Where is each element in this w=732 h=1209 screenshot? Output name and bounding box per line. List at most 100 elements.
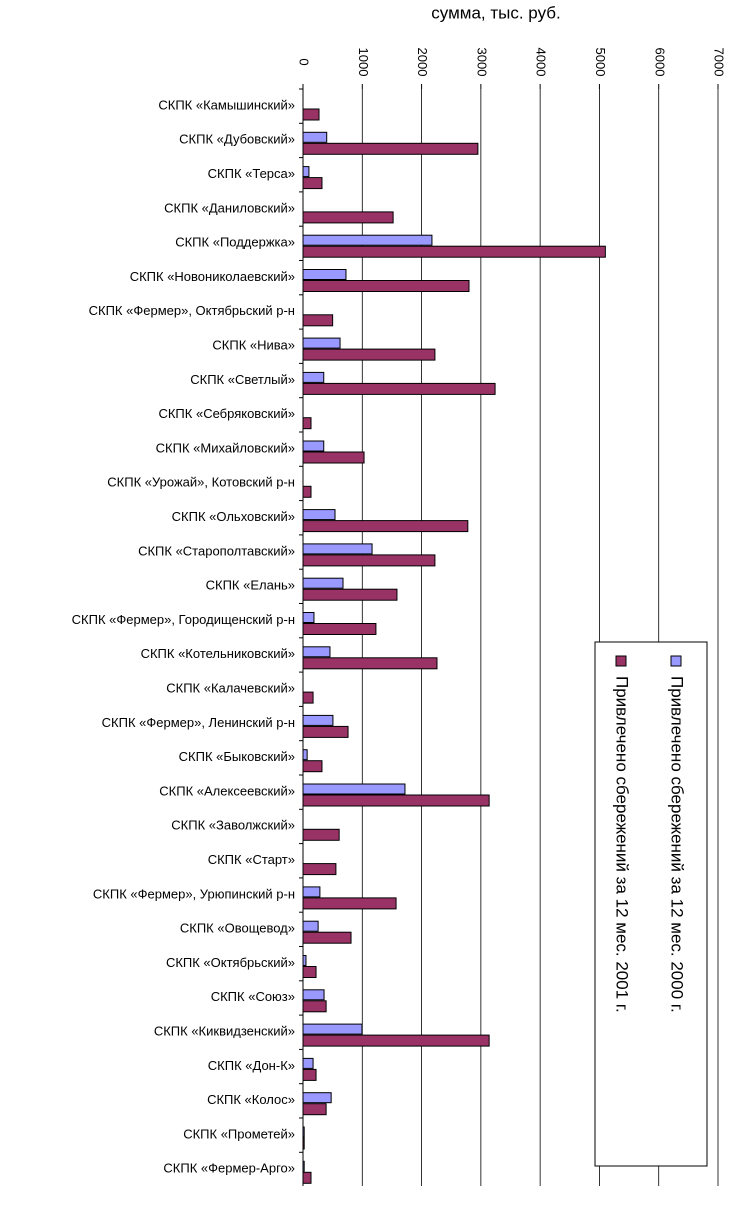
bar — [302, 509, 336, 521]
x-tick-label: 3000 — [474, 48, 489, 77]
legend: Привлечено сбережений за 12 мес. 2000 г.… — [594, 641, 708, 1167]
y-tick-label: СКПК «Фермер», Урюпинский р-н — [93, 886, 295, 901]
y-tick-label: СКПК «Фермер», Городищенский р-н — [72, 612, 295, 627]
x-tick-label: 5000 — [593, 48, 608, 77]
bar — [302, 314, 334, 327]
bar — [302, 1171, 312, 1184]
y-tick-label: СКПК «Заволжский» — [171, 818, 295, 833]
y-tick-label: СКПК «Себряковский» — [158, 406, 295, 421]
y-tick-label: СКПК «Ольховский» — [172, 509, 295, 524]
bar — [302, 714, 334, 726]
y-tick-label: СКПК «Нива» — [212, 338, 295, 353]
bar — [302, 588, 398, 601]
y-tick-label: СКПК «Старт» — [208, 852, 295, 867]
bar — [302, 783, 406, 795]
y-tick-label: СКПК «Даниловский» — [164, 200, 295, 215]
bar — [302, 691, 314, 704]
bar — [302, 269, 347, 280]
bar — [302, 554, 436, 567]
bar — [302, 440, 325, 452]
y-tick-label: СКПК «Прометей» — [183, 1126, 295, 1141]
y-tick-label: СКПК «Михайловский» — [156, 440, 295, 455]
chart-title: сумма, тыс. руб. — [431, 3, 560, 22]
y-tick-label: СКПК «Камышинский» — [158, 97, 295, 112]
bar — [302, 543, 373, 555]
bar — [302, 211, 394, 224]
y-tick-label: СКПК «Калачевский» — [166, 681, 295, 696]
bar — [302, 897, 397, 910]
bar — [302, 725, 349, 738]
bar — [302, 1068, 317, 1081]
y-tick-label: СКПК «Старополтавский» — [138, 543, 295, 558]
y-tick-label: СКПК «Киквидзенский» — [154, 1024, 295, 1039]
bar — [302, 166, 310, 178]
bar — [302, 1137, 305, 1150]
bar — [302, 646, 331, 658]
y-tick-label: СКПК «Новониколаевский» — [130, 269, 295, 284]
bar — [302, 749, 308, 761]
bar — [302, 966, 317, 978]
bar — [302, 451, 365, 464]
y-tick-label: СКПК «Дон-К» — [208, 1058, 295, 1073]
bar — [302, 108, 320, 121]
bar — [302, 577, 344, 589]
bar — [302, 794, 490, 807]
y-tick-label: СКПК «Фермер», Ленинский р-н — [102, 715, 295, 730]
bar — [302, 337, 341, 349]
bar — [302, 177, 323, 190]
y-tick-label: СКПК «Урожай», Котовский р-н — [107, 475, 295, 490]
x-tick-label: 6000 — [652, 48, 667, 77]
bar — [302, 612, 315, 623]
y-tick-label: СКПК «Колос» — [207, 1092, 295, 1107]
bar — [302, 417, 312, 430]
bar — [302, 1023, 363, 1035]
bar — [302, 1034, 490, 1047]
y-tick-label: СКПК «Союз» — [211, 989, 295, 1004]
y-tick-label: СКПК «Терса» — [208, 166, 295, 181]
legend-swatch — [670, 655, 682, 667]
bar — [302, 142, 479, 155]
bar — [302, 280, 470, 292]
legend-swatch — [615, 655, 627, 667]
y-tick-label: СКПК «Фермер», Октябрьский р-н — [89, 303, 295, 318]
x-tick-label: 2000 — [415, 48, 430, 77]
bar — [302, 234, 433, 246]
bar — [302, 931, 352, 944]
bar — [302, 920, 319, 932]
bar — [302, 760, 323, 773]
bar — [302, 1000, 327, 1013]
y-tick-label: СКПК «Котельниковский» — [141, 646, 295, 661]
bar — [302, 1092, 332, 1104]
bar — [302, 886, 321, 898]
bar — [302, 382, 496, 395]
bar — [302, 1057, 314, 1069]
y-tick-label: СКПК «Фермер-Арго» — [163, 1161, 295, 1176]
bar — [302, 1160, 305, 1172]
legend-label: Привлечено сбережений за 12 мес. 2001 г. — [613, 676, 632, 1013]
bar — [302, 863, 337, 876]
bar — [302, 989, 325, 1001]
bar — [302, 1103, 327, 1116]
bar — [302, 485, 312, 498]
y-tick-label: СКПК «Октябрьский» — [166, 955, 295, 970]
bar — [302, 623, 377, 635]
bar — [302, 828, 340, 841]
y-tick-label: СКПК «Дубовский» — [179, 132, 295, 147]
y-tick-label: СКПК «Елань» — [206, 578, 295, 593]
legend-box — [594, 641, 708, 1167]
bar — [302, 131, 328, 143]
bar — [302, 520, 469, 533]
legend-label: Привлечено сбережений за 12 мес. 2000 г. — [668, 676, 687, 1013]
bar — [302, 348, 436, 361]
y-tick-label: СКПК «Поддержка» — [175, 235, 295, 250]
y-tick-label: СКПК «Овощевод» — [180, 921, 295, 936]
x-tick-label: 1000 — [356, 48, 371, 77]
bar — [302, 955, 307, 966]
bar — [302, 245, 606, 258]
x-tick-label: 7000 — [712, 48, 727, 77]
x-tick-label: 4000 — [534, 48, 549, 77]
y-tick-label: СКПК «Быковский» — [179, 749, 295, 764]
bar — [302, 371, 325, 383]
bar — [302, 657, 438, 670]
